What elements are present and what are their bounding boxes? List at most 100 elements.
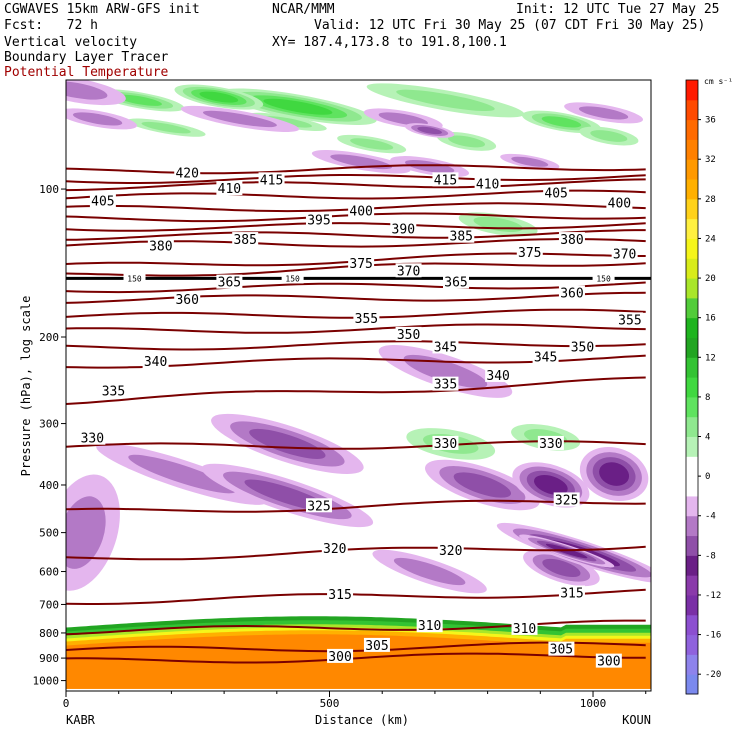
isentrope-label-375: 375 bbox=[518, 246, 541, 261]
colorbar-tick-label--20: -20 bbox=[705, 670, 721, 680]
isentrope-label-bg-7 bbox=[558, 585, 585, 600]
colorbar-units: cm s⁻¹ bbox=[704, 77, 733, 86]
colorbar-swatch-18 bbox=[686, 297, 698, 319]
isentrope-label-bg-20 bbox=[532, 349, 559, 364]
downdraft-23-level-2 bbox=[249, 428, 326, 459]
x-axis: 0 500 1000 bbox=[63, 691, 647, 710]
colorbar-tick-label-24: 24 bbox=[705, 234, 716, 244]
isentrope-label-bg-42 bbox=[543, 185, 570, 200]
field-vertical-velocity: Vertical velocity bbox=[4, 35, 138, 50]
colorbar-swatch-16 bbox=[686, 337, 698, 358]
downdraft-17-level-2 bbox=[417, 126, 442, 135]
isentrope-310 bbox=[66, 619, 646, 636]
x-axis-label: Distance (km) bbox=[315, 713, 409, 727]
isentrope-label-310: 310 bbox=[513, 622, 536, 637]
colorbar-tick-label--16: -16 bbox=[705, 631, 721, 641]
isentrope-label-bg-17 bbox=[142, 354, 169, 369]
downdraft-20-level-1 bbox=[405, 159, 455, 174]
isentrope-label-bg-30 bbox=[611, 246, 638, 261]
colorbar-swatch-23 bbox=[686, 198, 698, 220]
x-tick-label-500: 500 bbox=[320, 697, 340, 710]
colorbar-swatch-19 bbox=[686, 278, 698, 299]
isentrope-label-375: 375 bbox=[349, 257, 372, 272]
isentrope-label-bg-8 bbox=[321, 541, 348, 556]
isentrope-label-bg-24 bbox=[616, 312, 643, 327]
isentrope-label-335: 335 bbox=[434, 378, 457, 393]
colorbar-swatch-15 bbox=[686, 357, 698, 378]
tropopause-label-bg-1 bbox=[281, 273, 304, 284]
colorbar-tick-label-36: 36 bbox=[705, 116, 716, 126]
isentrope-label-415: 415 bbox=[434, 173, 457, 188]
colorbar-swatch-21 bbox=[686, 238, 698, 259]
y-tick-label-200: 200 bbox=[39, 331, 59, 344]
isentrope-label-365: 365 bbox=[444, 276, 467, 291]
isentrope-label-415: 415 bbox=[260, 173, 283, 188]
isentrope-label-bg-45 bbox=[258, 172, 285, 187]
y-tick-label-400: 400 bbox=[39, 479, 59, 492]
colorbar-tick-label-0: 0 bbox=[705, 472, 710, 482]
isentrope-label-350: 350 bbox=[397, 328, 420, 343]
y-tick-label-300: 300 bbox=[39, 418, 59, 431]
field-potential-temperature: Potential Temperature bbox=[4, 65, 169, 80]
downdraft-16-level-1 bbox=[378, 112, 428, 126]
isentrope-label-395: 395 bbox=[307, 214, 330, 229]
colorbar-frame bbox=[685, 79, 699, 695]
isentrope-label-335: 335 bbox=[102, 384, 125, 399]
tropopause-label: 150 bbox=[285, 274, 300, 283]
isentrope-390 bbox=[66, 222, 646, 232]
isentrope-325 bbox=[66, 499, 646, 513]
downdraft-14-level-1 bbox=[72, 112, 123, 126]
isentrope-label-330: 330 bbox=[434, 437, 457, 452]
isentrope-label-bg-4 bbox=[416, 618, 443, 633]
colorbar-tick-label-32: 32 bbox=[705, 155, 716, 165]
downdraft-28-level-3 bbox=[599, 462, 630, 486]
isentrope-label-bg-13 bbox=[432, 435, 459, 450]
colorbar-swatch-3 bbox=[686, 614, 698, 636]
isentrope-label-bg-9 bbox=[437, 543, 464, 558]
downdraft-18-level-1 bbox=[578, 106, 629, 120]
colorbar-swatch-25 bbox=[686, 159, 698, 180]
boundary-layer-tracer-field bbox=[66, 616, 651, 691]
downdraft-22-level-1 bbox=[128, 454, 236, 494]
downdraft-26-level-2 bbox=[453, 472, 512, 498]
colorbar-tick-label-20: 20 bbox=[705, 274, 716, 284]
isentrope-label-370: 370 bbox=[613, 248, 636, 263]
colorbar-tick-label--4: -4 bbox=[705, 512, 716, 522]
isentrope-label-340: 340 bbox=[486, 369, 509, 384]
colorbar-tick-label--8: -8 bbox=[705, 551, 716, 561]
colorbar-swatch-4 bbox=[686, 594, 698, 616]
colorbar-swatch-22 bbox=[686, 218, 698, 239]
isentrope-label-345: 345 bbox=[534, 350, 557, 365]
below-ground-mask bbox=[66, 688, 651, 691]
downdraft-15-level-1 bbox=[202, 110, 277, 128]
isentrope-label-bg-46 bbox=[432, 172, 459, 187]
colorbar-tick-label-4: 4 bbox=[705, 433, 710, 443]
updraft-6-level-1 bbox=[141, 121, 191, 134]
isentrope-315 bbox=[66, 588, 646, 605]
downdraft-29-level-1 bbox=[393, 557, 466, 586]
isentrope-label-bg-14 bbox=[537, 435, 564, 450]
downdraft-30-level-2 bbox=[542, 558, 581, 578]
tropopause-label: 150 bbox=[596, 274, 611, 283]
colorbar-tick-label-16: 16 bbox=[705, 314, 716, 324]
y-tick-label-700: 700 bbox=[39, 598, 59, 611]
isentrope-label-bg-34 bbox=[558, 232, 585, 247]
isentrope-label-300: 300 bbox=[597, 655, 620, 670]
isentrope-label-330: 330 bbox=[81, 432, 104, 447]
updraft-7-level-1 bbox=[350, 138, 394, 150]
isentrope-label-bg-18 bbox=[485, 367, 512, 382]
isentrope-label-385: 385 bbox=[233, 233, 256, 248]
colorbar-swatch-14 bbox=[686, 377, 698, 398]
colorbar-swatch-20 bbox=[686, 258, 698, 279]
isentrope-label-410: 410 bbox=[218, 182, 241, 197]
colorbar: 36 32 28 24 20 16 12 8 4 0 -4 -8 -12 -16 -20 bbox=[685, 79, 721, 695]
downdraft-27-level-3 bbox=[534, 475, 568, 495]
isentrope-label-400: 400 bbox=[608, 196, 631, 211]
init-time: Init: 12 UTC Tue 27 May 25 bbox=[516, 2, 720, 17]
isentrope-label-330: 330 bbox=[539, 437, 562, 452]
left-endpoint-station: KABR bbox=[66, 713, 96, 727]
isentrope-label-320: 320 bbox=[323, 542, 346, 557]
plot-frame bbox=[65, 79, 652, 692]
isentrope-label-360: 360 bbox=[175, 293, 198, 308]
